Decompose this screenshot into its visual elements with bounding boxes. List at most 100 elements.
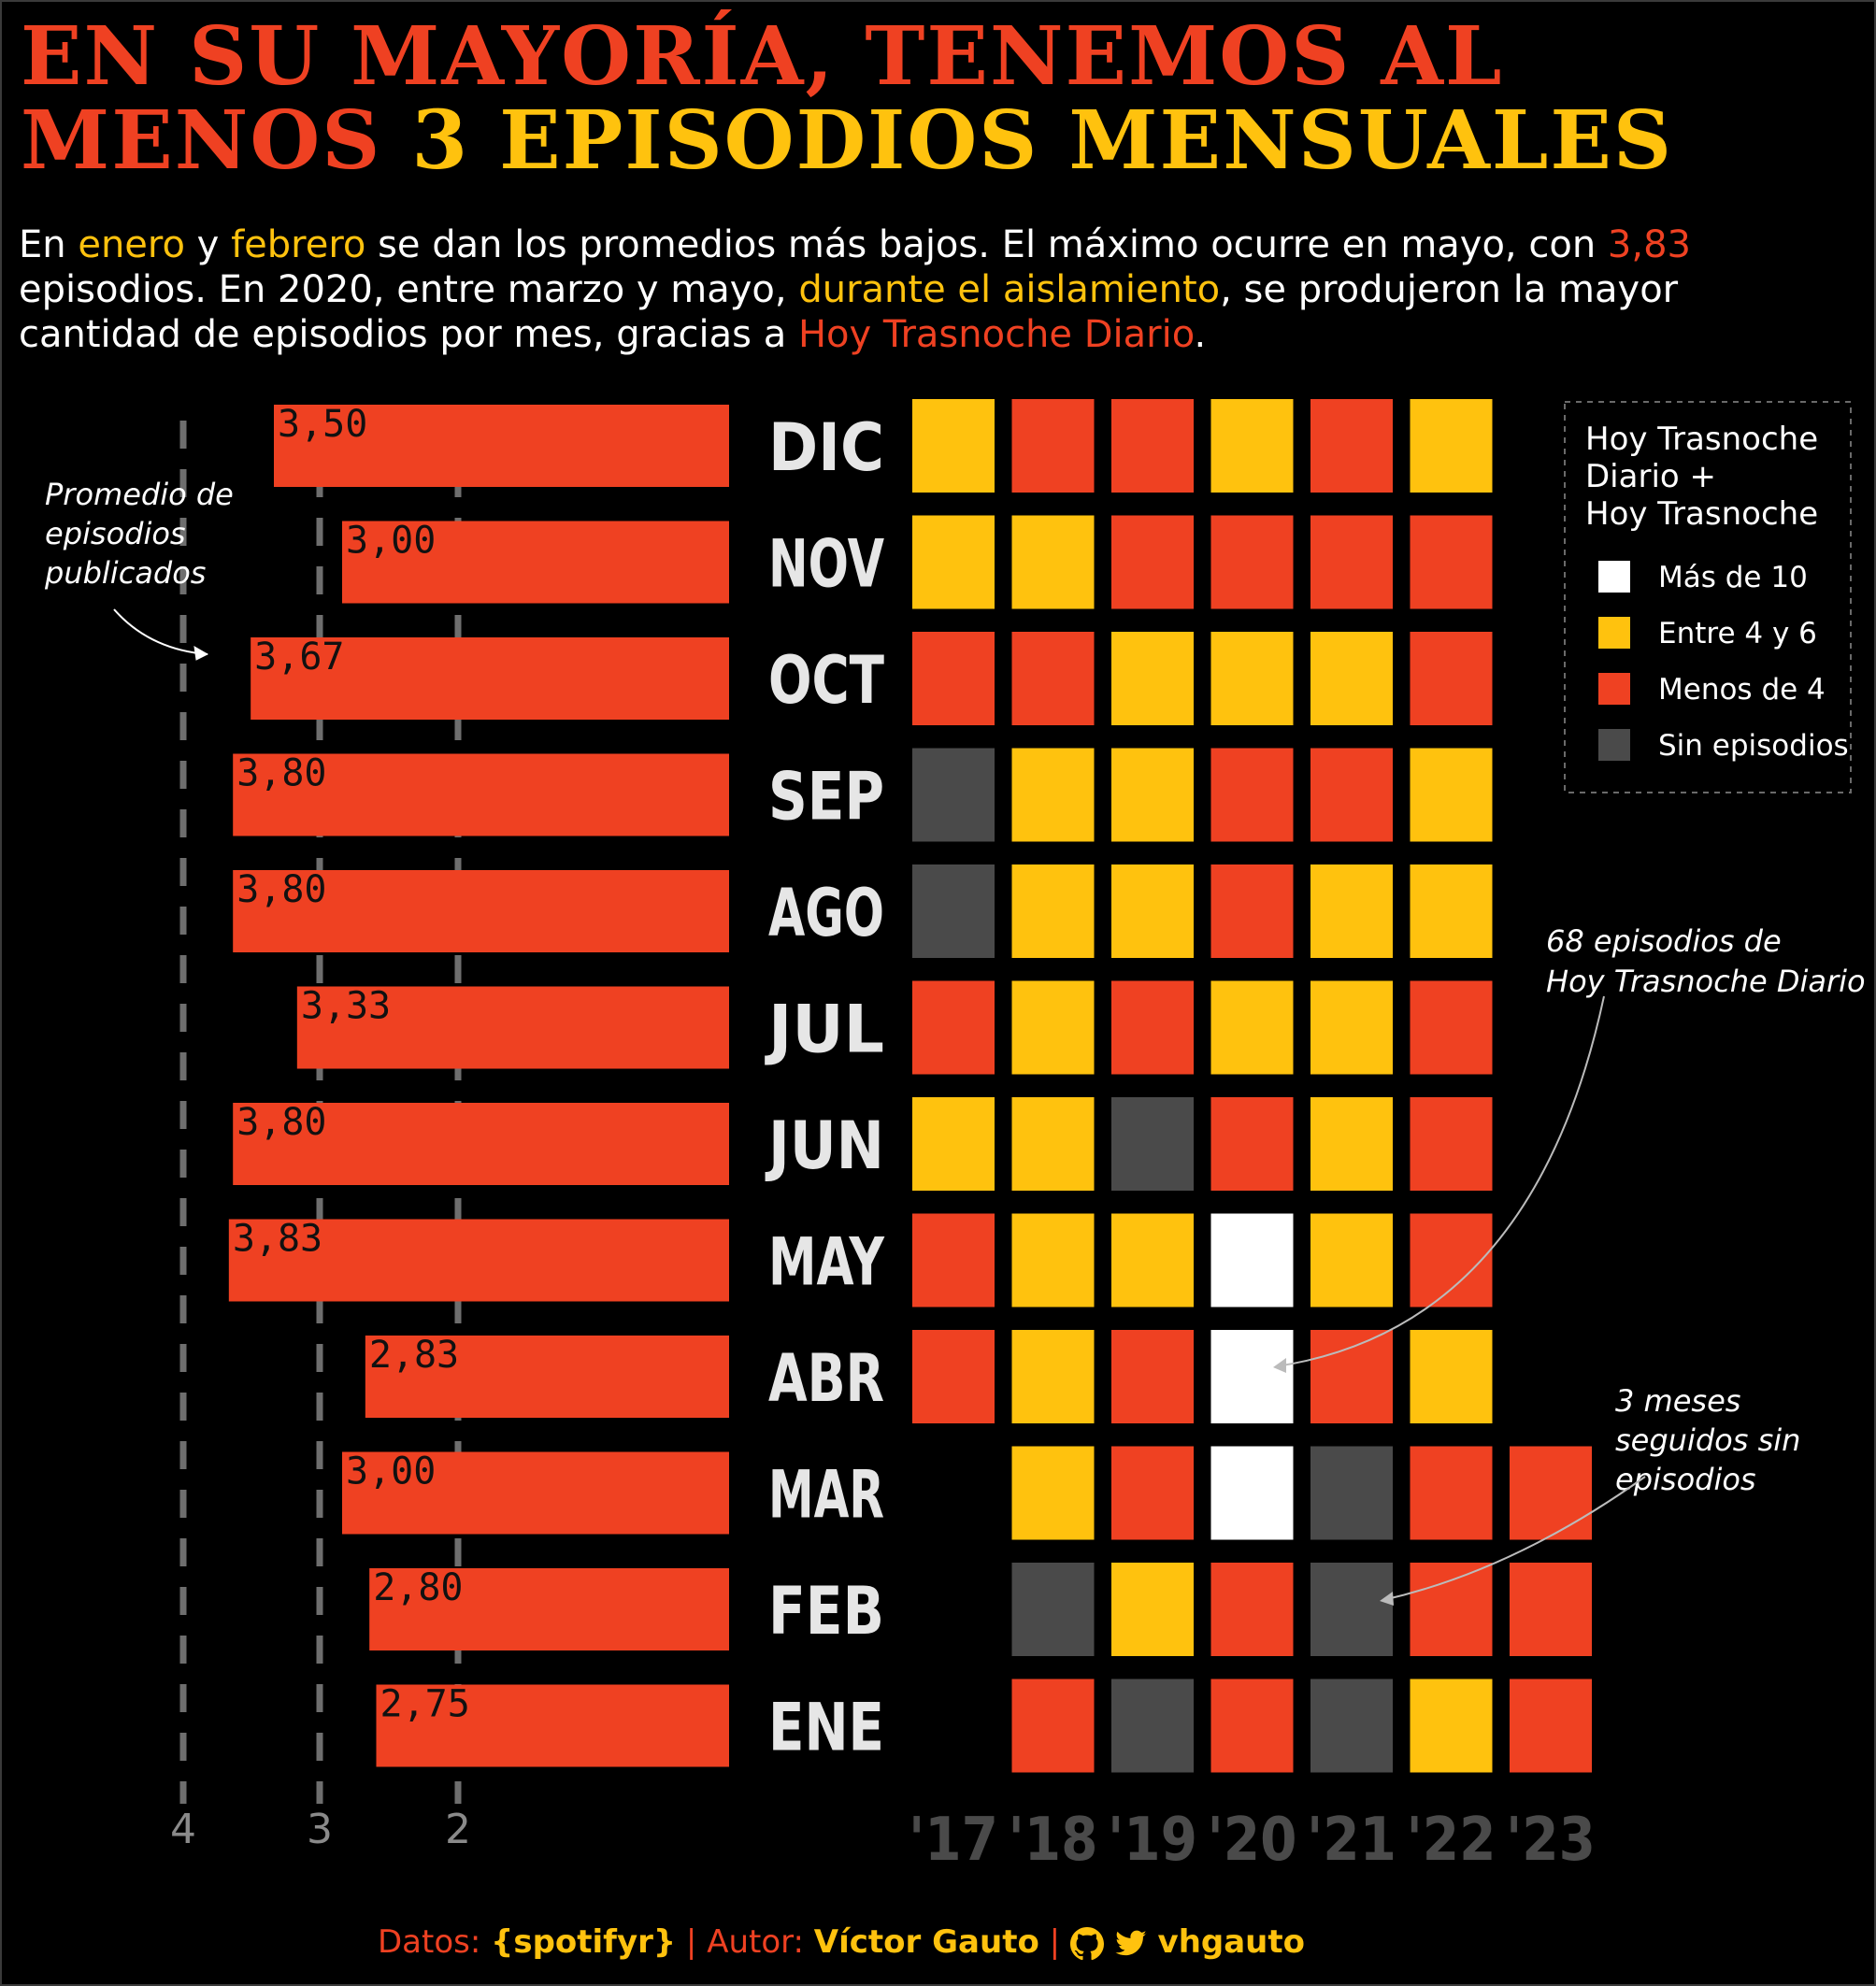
bar xyxy=(251,637,729,720)
heatmap-cell xyxy=(1310,1213,1393,1307)
heatmap-cell xyxy=(1310,632,1393,725)
heatmap-cell xyxy=(1410,1097,1493,1191)
annotation-text: Promedio de xyxy=(45,477,234,512)
heatmap-cell xyxy=(1210,864,1294,958)
year-label: '18 xyxy=(1009,1806,1098,1875)
heatmap-cell xyxy=(1310,515,1393,609)
heatmap-cell xyxy=(1210,632,1294,725)
year-label: '22 xyxy=(1407,1806,1497,1875)
subtitle-enero: enero xyxy=(78,223,185,266)
heatmap-cell xyxy=(1510,1446,1592,1540)
title-text-2b: 3 EPISODIOS MENSUALES xyxy=(411,93,1674,188)
legend-item-label: Sin episodios xyxy=(1658,729,1849,763)
annotation-text: Hoy Trasnoche Diario xyxy=(1546,964,1866,999)
heatmap-cell xyxy=(1310,980,1393,1075)
month-label: MAR xyxy=(768,1457,884,1534)
month-label: OCT xyxy=(768,642,884,719)
heatmap-cell xyxy=(1011,1679,1095,1773)
heatmap-cell xyxy=(1210,980,1294,1075)
year-label: '17 xyxy=(909,1806,998,1875)
heatmap-cell xyxy=(1510,1679,1592,1773)
annotation-text: episodios xyxy=(1615,1462,1756,1497)
heatmap-cell xyxy=(1310,748,1393,842)
bar xyxy=(233,753,729,836)
bar-value-label: 3,50 xyxy=(278,403,367,446)
bar-value-label: 2,80 xyxy=(373,1566,463,1609)
heatmap-cell xyxy=(1410,1446,1493,1540)
heatmap-cell xyxy=(1011,748,1095,842)
legend-frame xyxy=(1564,401,1852,793)
bar xyxy=(365,1336,729,1418)
legend-title: Hoy Trasnoche xyxy=(1585,495,1818,533)
heatmap-cell xyxy=(1410,980,1493,1075)
heatmap-panel: '17'18'19'20'21'22'23 xyxy=(909,399,1596,1875)
bar-value-label: 3,00 xyxy=(346,520,436,563)
subtitle: En enero y febrero se dan los promedios … xyxy=(19,222,1851,357)
x-tick-label: 2 xyxy=(445,1806,471,1853)
month-label: DIC xyxy=(768,409,884,486)
legend-title: Diario + xyxy=(1585,458,1716,495)
heatmap-cell xyxy=(1111,1330,1194,1423)
caption-separator: | xyxy=(685,1923,697,1961)
caption-datos-value: {spotifyr} xyxy=(491,1923,677,1961)
bar-value-label: 2,83 xyxy=(369,1334,459,1377)
heatmap-cell xyxy=(912,515,995,609)
bar xyxy=(228,1219,729,1302)
month-label: ABR xyxy=(768,1340,884,1417)
legend-swatch xyxy=(1598,561,1630,593)
heatmap-cell xyxy=(1310,1679,1393,1773)
bar-value-label: 3,83 xyxy=(233,1218,322,1261)
heatmap-cell xyxy=(1011,1213,1095,1307)
heatmap-cell xyxy=(1011,864,1095,958)
bar xyxy=(233,870,729,952)
annotation-arrow xyxy=(1276,995,1605,1367)
heatmap-cell xyxy=(1210,1097,1294,1191)
month-label: NOV xyxy=(768,526,884,603)
bar xyxy=(233,1103,729,1185)
heatmap-cell xyxy=(1210,1213,1294,1307)
heatmap-cell xyxy=(1011,515,1095,609)
github-icon[interactable] xyxy=(1069,1926,1104,1961)
bar-value-label: 3,80 xyxy=(236,752,326,795)
legend-item-label: Entre 4 y 6 xyxy=(1658,617,1817,650)
heatmap-cell xyxy=(1310,864,1393,958)
heatmap-cell xyxy=(1011,1330,1095,1423)
heatmap-cell xyxy=(1210,1330,1294,1423)
annotation-text: seguidos sin xyxy=(1615,1422,1800,1458)
month-label: MAY xyxy=(768,1224,885,1301)
annotation-text: publicados xyxy=(44,555,206,591)
legend-item-label: Más de 10 xyxy=(1658,561,1808,594)
heatmap-cell xyxy=(1410,1563,1493,1656)
heatmap-cell xyxy=(912,1097,995,1191)
caption-autor-value: Víctor Gauto xyxy=(813,1923,1039,1961)
caption-autor-label: Autor: xyxy=(707,1923,804,1961)
heatmap-cell xyxy=(1111,748,1194,842)
heatmap-cell xyxy=(1111,864,1194,958)
heatmap-cell xyxy=(1410,632,1493,725)
heatmap-cell xyxy=(1510,1563,1592,1656)
subtitle-text: . xyxy=(1194,313,1207,356)
heatmap-cell xyxy=(1410,515,1493,609)
bar xyxy=(369,1568,729,1650)
bar-value-label: 3,00 xyxy=(346,1450,436,1493)
heatmap-cell xyxy=(912,632,995,725)
heatmap-cell xyxy=(912,748,995,842)
annotation-arrow xyxy=(1382,1476,1646,1601)
heatmap-cell xyxy=(1210,1446,1294,1540)
caption: Datos: {spotifyr} | Autor: Víctor Gauto … xyxy=(0,1923,1683,1961)
heatmap-cell xyxy=(1410,1213,1493,1307)
subtitle-htd: Hoy Trasnoche Diario xyxy=(797,313,1195,356)
title-text-2a: MENOS xyxy=(21,93,382,188)
bar-value-label: 3,33 xyxy=(301,985,391,1028)
annotation-arrow xyxy=(113,608,208,655)
subtitle-aislamiento: durante el aislamiento xyxy=(798,268,1221,311)
annotations: Promedio de episodios publicados 68 episodi… xyxy=(44,477,1866,1606)
month-label: JUN xyxy=(765,1107,884,1184)
subtitle-febrero: febrero xyxy=(231,223,366,266)
bar-value-label: 2,75 xyxy=(380,1683,470,1726)
heatmap-cell xyxy=(1210,515,1294,609)
twitter-icon[interactable] xyxy=(1114,1927,1148,1961)
subtitle-text: En xyxy=(19,223,79,266)
heatmap-cell xyxy=(1111,980,1194,1075)
